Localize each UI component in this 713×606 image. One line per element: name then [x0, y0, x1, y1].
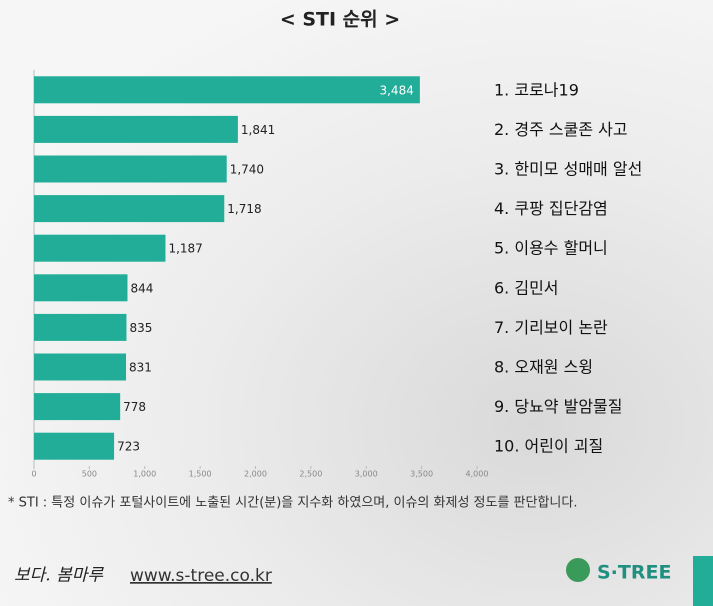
x-tick-label: 1,000 [133, 470, 156, 479]
x-tick-label: 2,500 [299, 470, 322, 479]
bar [34, 274, 128, 302]
brand: S·TREE [597, 562, 671, 584]
accent-bar [693, 556, 713, 606]
category-label: 9. 당뇨약 발암물질 [494, 397, 622, 416]
x-tick-label: 4,000 [466, 470, 489, 479]
value-label: 723 [117, 440, 140, 454]
value-label: 831 [129, 361, 152, 375]
bar [34, 155, 227, 183]
category-label: 6. 김민서 [494, 278, 559, 297]
x-tick-label: 0 [31, 470, 36, 479]
bar [34, 313, 127, 341]
x-tick-label: 2,000 [244, 470, 267, 479]
bar [34, 115, 238, 143]
bar [34, 195, 225, 223]
bar [34, 432, 115, 460]
x-tick-label: 1,500 [189, 470, 212, 479]
value-label: 3,484 [379, 83, 413, 97]
value-label: 1,740 [230, 163, 264, 177]
value-label: 778 [123, 400, 146, 414]
slogan: 보다. 봄마루 [14, 566, 104, 586]
bar [34, 234, 166, 262]
url[interactable]: www.s-tree.co.kr [130, 566, 272, 586]
category-label: 4. 쿠팡 집단감염 [494, 199, 608, 218]
x-tick-label: 3,000 [355, 470, 378, 479]
category-label: 5. 이용수 할머니 [494, 239, 608, 258]
category-label: 2. 경주 스쿨존 사고 [494, 120, 628, 139]
bar [34, 353, 127, 381]
value-label: 835 [129, 321, 152, 335]
x-tick-label: 3,500 [410, 470, 433, 479]
value-label: 1,187 [168, 242, 202, 256]
category-label: 10. 어린이 괴질 [494, 437, 603, 456]
chart-title: < STI 순위 > [280, 9, 400, 31]
value-label: 844 [130, 281, 153, 295]
category-label: 1. 코로나19 [494, 80, 579, 99]
category-label: 7. 기리보이 논란 [494, 318, 608, 337]
category-label: 3. 한미모 성매매 알선 [494, 160, 642, 179]
category-label: 8. 오재원 스윙 [494, 358, 593, 377]
bar [34, 76, 420, 104]
value-label: 1,718 [227, 202, 261, 216]
logo-icon [566, 558, 590, 582]
x-tick-label: 500 [82, 470, 97, 479]
value-label: 1,841 [241, 123, 275, 137]
bar [34, 393, 121, 421]
footnote: * STI : 특정 이슈가 포털사이트에 노출된 시간(분)을 지수화 하였으… [8, 496, 577, 511]
